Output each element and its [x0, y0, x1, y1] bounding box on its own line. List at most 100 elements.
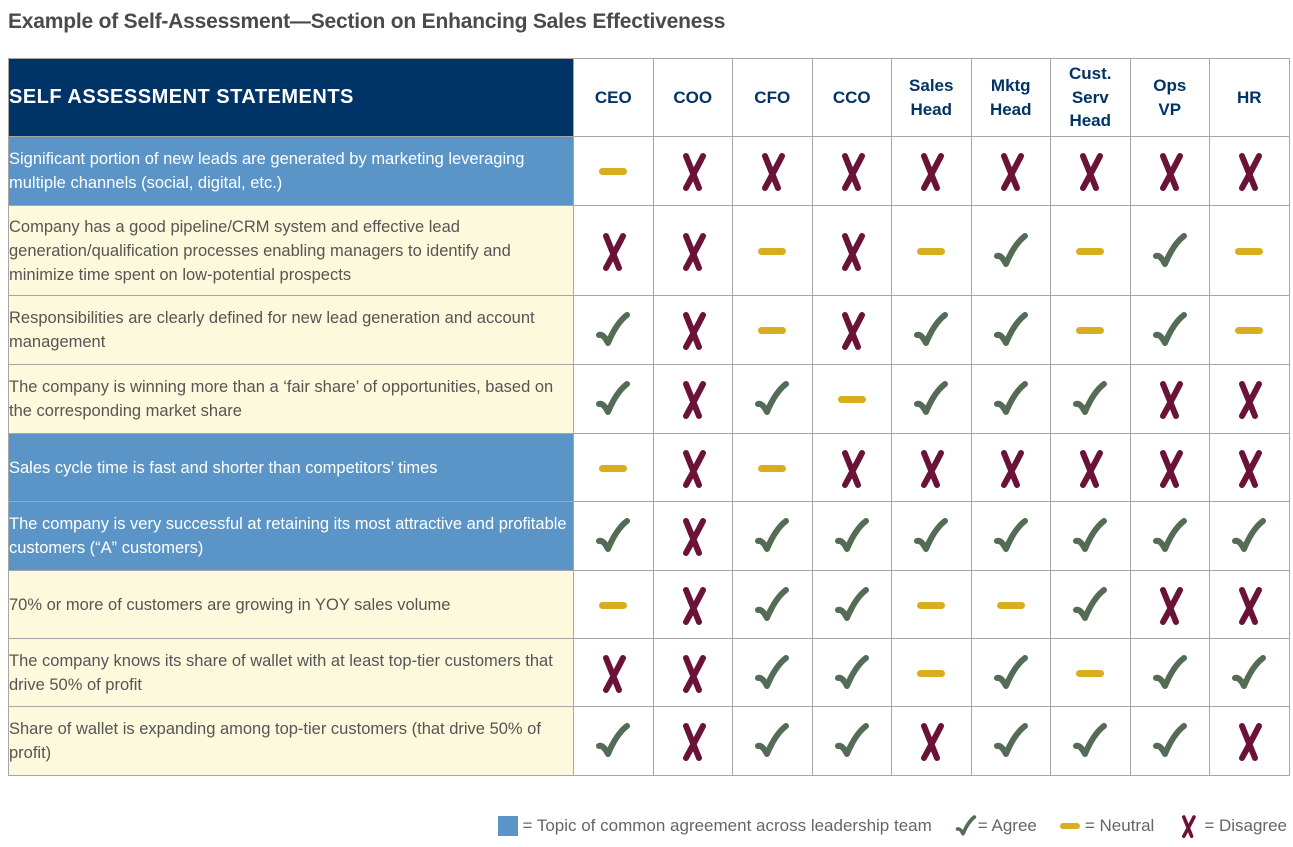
x-mark-icon: [1070, 449, 1110, 488]
role-header-text: Head: [910, 99, 953, 119]
response-cell: [573, 295, 654, 365]
response-cell: [811, 706, 892, 776]
x-mark-icon: [673, 586, 713, 625]
check-icon: [752, 586, 792, 621]
check-icon: [1229, 654, 1269, 689]
statement-cell: Significant portion of new leads are gen…: [8, 136, 574, 206]
statement-cell: The company is winning more than a ‘fair…: [8, 364, 574, 434]
legend-disagree: = Disagree: [1176, 813, 1287, 839]
statement-cell: Share of wallet is expanding among top-t…: [8, 706, 574, 776]
response-cell: [732, 638, 813, 707]
statement-cell: Sales cycle time is fast and shorter tha…: [8, 433, 574, 502]
x-mark-icon: [1229, 586, 1269, 625]
legend-disagree-label: = Disagree: [1204, 816, 1287, 835]
check-icon: [991, 232, 1031, 267]
table-row: Responsibilities are clearly defined for…: [8, 295, 1290, 365]
check-icon: [1229, 518, 1269, 552]
legend-common: = Topic of common agreement across leade…: [498, 816, 932, 836]
role-column-header: CCO: [811, 58, 892, 137]
x-mark-icon: [1150, 586, 1190, 625]
response-cell: [573, 205, 654, 296]
response-cell: [732, 501, 813, 571]
table-row: The company knows its share of wallet wi…: [8, 638, 1290, 707]
role-header-text: CCO: [832, 87, 871, 107]
legend-neutral: = Neutral: [1059, 816, 1154, 836]
dash-icon: [752, 459, 792, 476]
response-cell: [573, 706, 654, 776]
dash-icon: [832, 390, 872, 407]
response-cell: [1050, 136, 1131, 206]
role-header-text: HR: [1236, 87, 1262, 107]
check-icon: [991, 654, 1031, 689]
x-mark-icon: [911, 449, 951, 488]
x-mark-icon: [832, 153, 872, 191]
response-cell: [573, 638, 654, 707]
legend-agree-label: = Agree: [977, 816, 1037, 835]
response-cell: [1209, 136, 1290, 206]
role-column-header: Cust. Serv Head: [1050, 58, 1131, 137]
dash-icon: [593, 162, 633, 179]
check-icon: [1150, 312, 1190, 346]
table-row: Company has a good pipeline/CRM system a…: [8, 205, 1290, 296]
check-icon: [832, 723, 872, 757]
role-column-header: Mktg Head: [970, 58, 1051, 137]
role-column-header: Sales Head: [891, 58, 972, 137]
check-icon: [911, 518, 951, 552]
response-cell: [811, 205, 892, 296]
statement-cell: Company has a good pipeline/CRM system a…: [8, 205, 574, 296]
response-cell: [1050, 364, 1131, 434]
role-header-text: CFO: [754, 87, 791, 107]
statement-cell: Responsibilities are clearly defined for…: [8, 295, 574, 365]
x-mark-icon: [752, 153, 792, 191]
response-cell: [1209, 295, 1290, 365]
x-mark-icon: [593, 654, 633, 693]
response-cell: [573, 501, 654, 571]
response-cell: [1050, 433, 1131, 502]
role-column-header: HR: [1209, 58, 1290, 137]
dash-icon: [1059, 821, 1081, 831]
response-cell: [652, 433, 733, 502]
role-column-header: CEO: [573, 58, 654, 137]
table-row: 70% or more of customers are growing in …: [8, 570, 1290, 639]
response-cell: [811, 433, 892, 502]
response-cell: [652, 638, 733, 707]
check-icon: [593, 312, 633, 346]
response-cell: [732, 570, 813, 639]
role-header-text: Head: [1069, 111, 1112, 131]
role-header-text: Serv: [1071, 87, 1109, 107]
x-mark-icon: [832, 232, 872, 271]
response-cell: [573, 570, 654, 639]
response-cell: [970, 136, 1051, 206]
check-icon: [832, 586, 872, 621]
response-cell: [732, 205, 813, 296]
response-cell: [1129, 706, 1210, 776]
response-cell: [891, 570, 972, 639]
x-mark-icon: [832, 449, 872, 488]
response-cell: [811, 136, 892, 206]
x-mark-icon: [1150, 153, 1190, 191]
role-column-header: CFO: [732, 58, 813, 137]
role-header-text: Mktg: [990, 75, 1031, 95]
response-cell: [970, 501, 1051, 571]
check-icon: [593, 723, 633, 757]
legend-neutral-label: = Neutral: [1084, 816, 1155, 835]
response-cell: [970, 295, 1051, 365]
check-icon: [1150, 654, 1190, 689]
table-row: Sales cycle time is fast and shorter tha…: [8, 433, 1290, 502]
response-cell: [652, 364, 733, 434]
dash-icon: [991, 596, 1031, 613]
response-cell: [1050, 570, 1131, 639]
role-header-text: COO: [673, 87, 713, 107]
statements-column-header: SELF ASSESSMENT STATEMENTS: [8, 58, 574, 137]
response-cell: [1050, 638, 1131, 707]
dash-icon: [593, 459, 633, 476]
role-header-text: VP: [1158, 99, 1182, 119]
dash-icon: [1229, 321, 1269, 338]
role-column-header: COO: [652, 58, 733, 137]
response-cell: [970, 433, 1051, 502]
response-cell: [652, 706, 733, 776]
response-cell: [1129, 205, 1210, 296]
response-cell: [970, 570, 1051, 639]
response-cell: [891, 136, 972, 206]
response-cell: [652, 136, 733, 206]
